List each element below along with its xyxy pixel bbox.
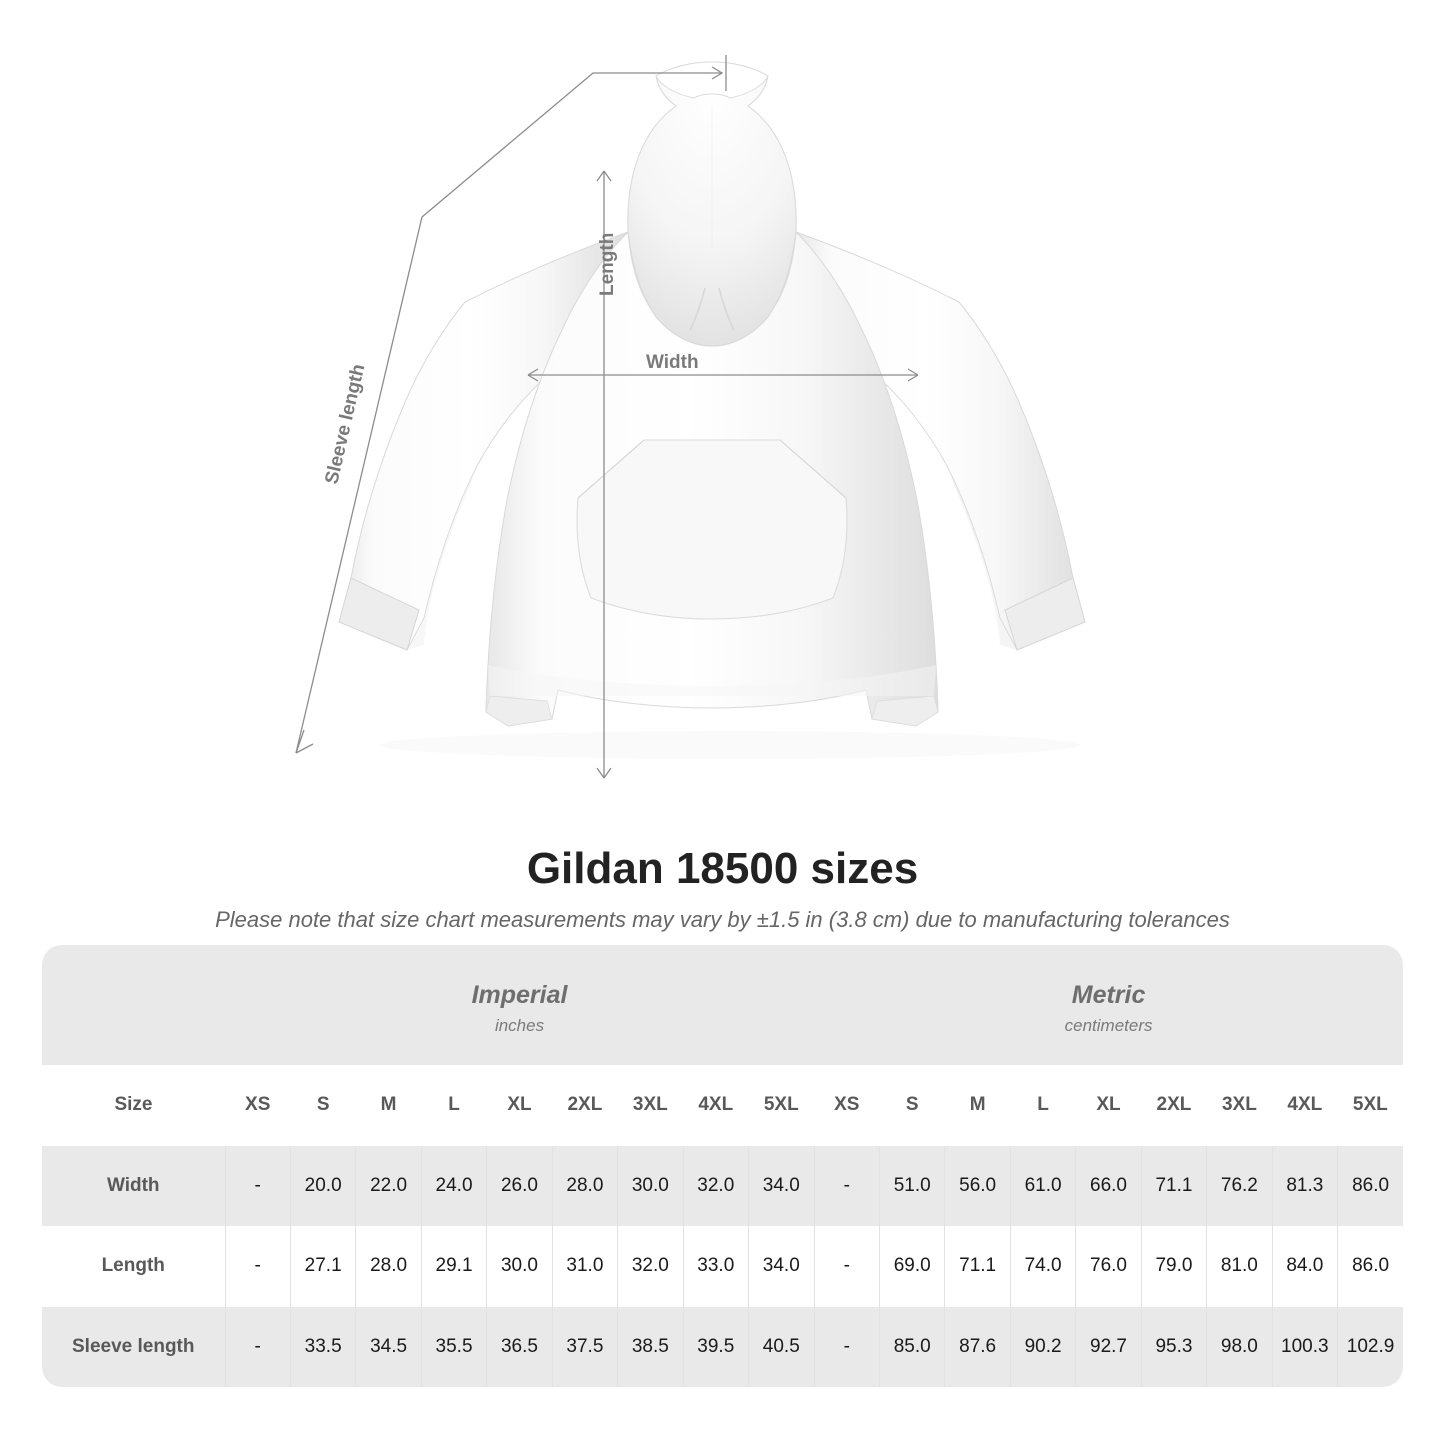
svg-text:Sleeve length: Sleeve length — [321, 362, 369, 486]
svg-text:Length: Length — [597, 233, 618, 296]
svg-text:Width: Width — [646, 352, 699, 373]
